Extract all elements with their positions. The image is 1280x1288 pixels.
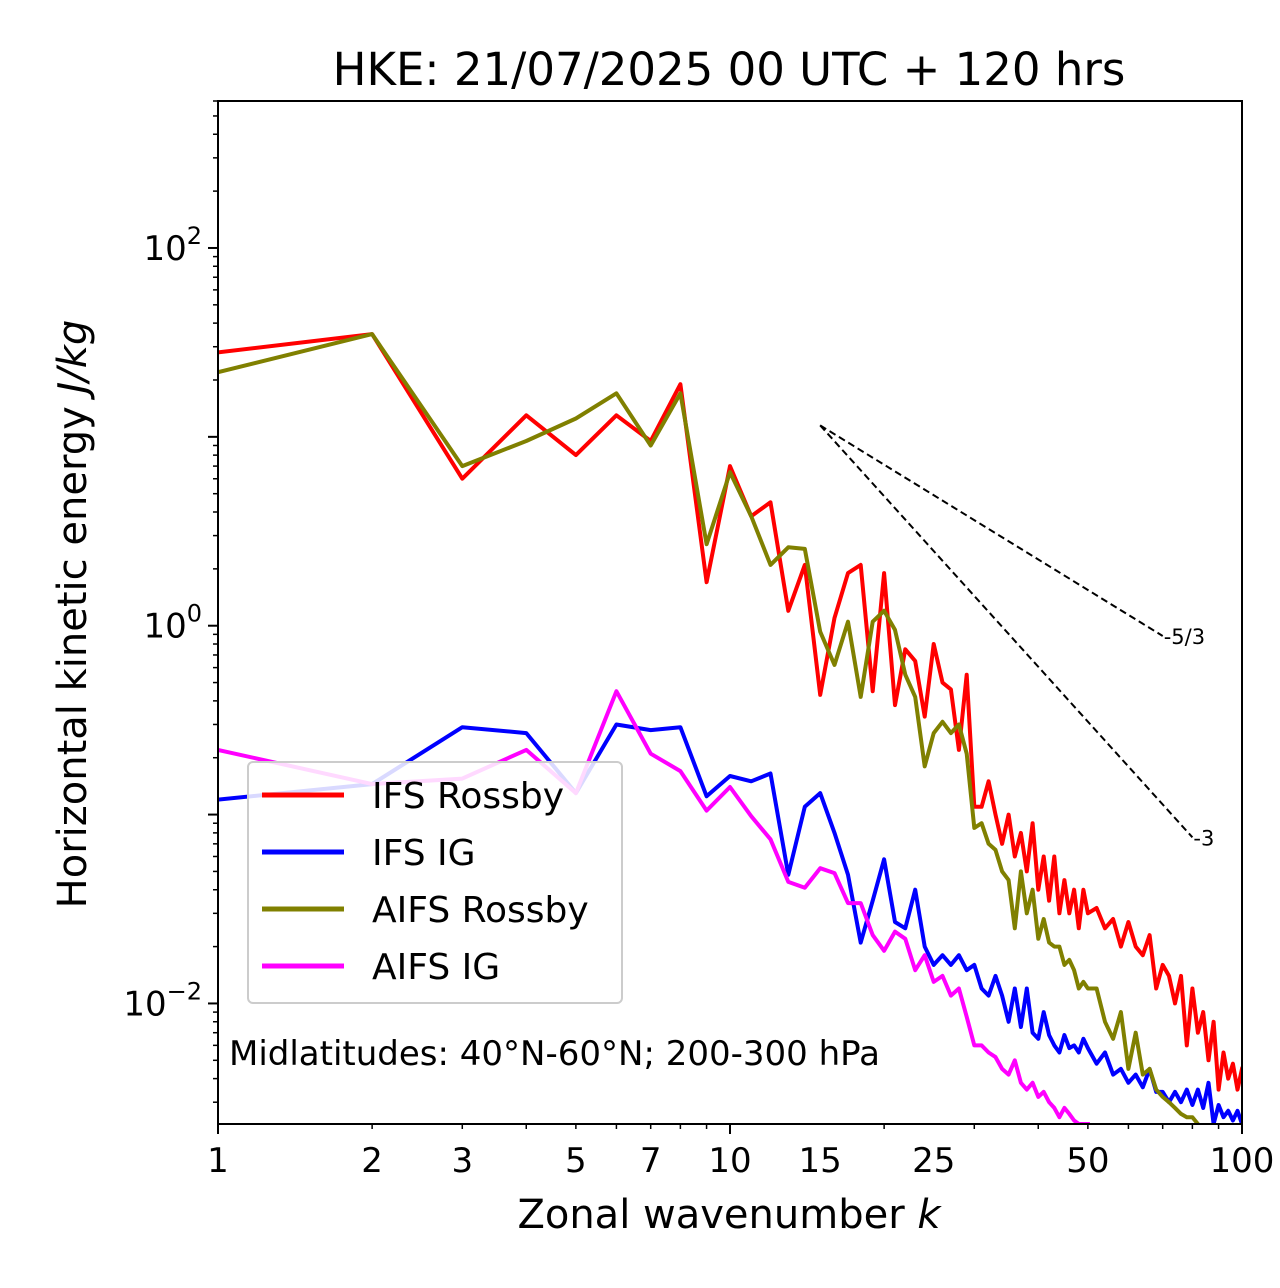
region-annotation: Midlatitudes: 40°N-60°N; 200-300 hPa — [229, 1034, 880, 1074]
legend: IFS Rossby IFS IG AIFS Rossby AIFS IG — [247, 761, 623, 1004]
y-axis-label: Horizontal kinetic energy J/kg — [50, 320, 96, 909]
y-tick-label: 102 — [143, 222, 202, 269]
x-tick-label: 7 — [640, 1141, 662, 1181]
y-tick-labels: 10−2 100 102 — [123, 222, 202, 1024]
reference-slope-line — [819, 424, 1164, 637]
x-tick-label: 15 — [799, 1141, 842, 1181]
x-tick-label: 1 — [207, 1141, 229, 1181]
x-tick-labels: 1 2 3 5 7 10 15 25 50 100 — [207, 1141, 1274, 1181]
y-tick-label: 10−2 — [123, 977, 202, 1024]
legend-label: AIFS Rossby — [372, 890, 589, 931]
legend-label: IFS Rossby — [372, 776, 564, 817]
reference-slopes: -5/3 -3 — [819, 424, 1214, 850]
x-tick-label: 100 — [1210, 1141, 1275, 1181]
reference-slope-label: -5/3 — [1164, 625, 1205, 649]
x-tick-label: 25 — [912, 1141, 955, 1181]
chart-title: HKE: 21/07/2025 00 UTC + 120 hrs — [333, 43, 1126, 96]
series-line-ifs-ig — [218, 722, 1242, 1124]
series-lines — [218, 332, 1242, 1124]
series-line-ifs-rossby — [218, 332, 1242, 1092]
plot-area-frame — [217, 100, 1243, 1125]
series-line-aifs-ig — [218, 689, 1090, 1124]
reference-slope-line — [819, 424, 1194, 838]
reference-slope-label: -3 — [1193, 826, 1214, 850]
legend-label: IFS IG — [372, 833, 476, 874]
x-tick-label: 10 — [708, 1141, 751, 1181]
x-axis-label: Zonal wavenumber k — [517, 1192, 942, 1238]
legend-items: IFS Rossby IFS IG AIFS Rossby AIFS IG — [262, 776, 589, 988]
legend-label: AIFS IG — [372, 947, 500, 988]
x-tick-label: 50 — [1066, 1141, 1109, 1181]
legend-box — [247, 761, 623, 1004]
y-tick-label: 100 — [143, 600, 202, 647]
series-line-aifs-rossby — [218, 332, 1201, 1124]
x-tick-label: 2 — [361, 1141, 383, 1181]
x-tick-label: 3 — [451, 1141, 473, 1181]
x-tick-label: 5 — [565, 1141, 587, 1181]
